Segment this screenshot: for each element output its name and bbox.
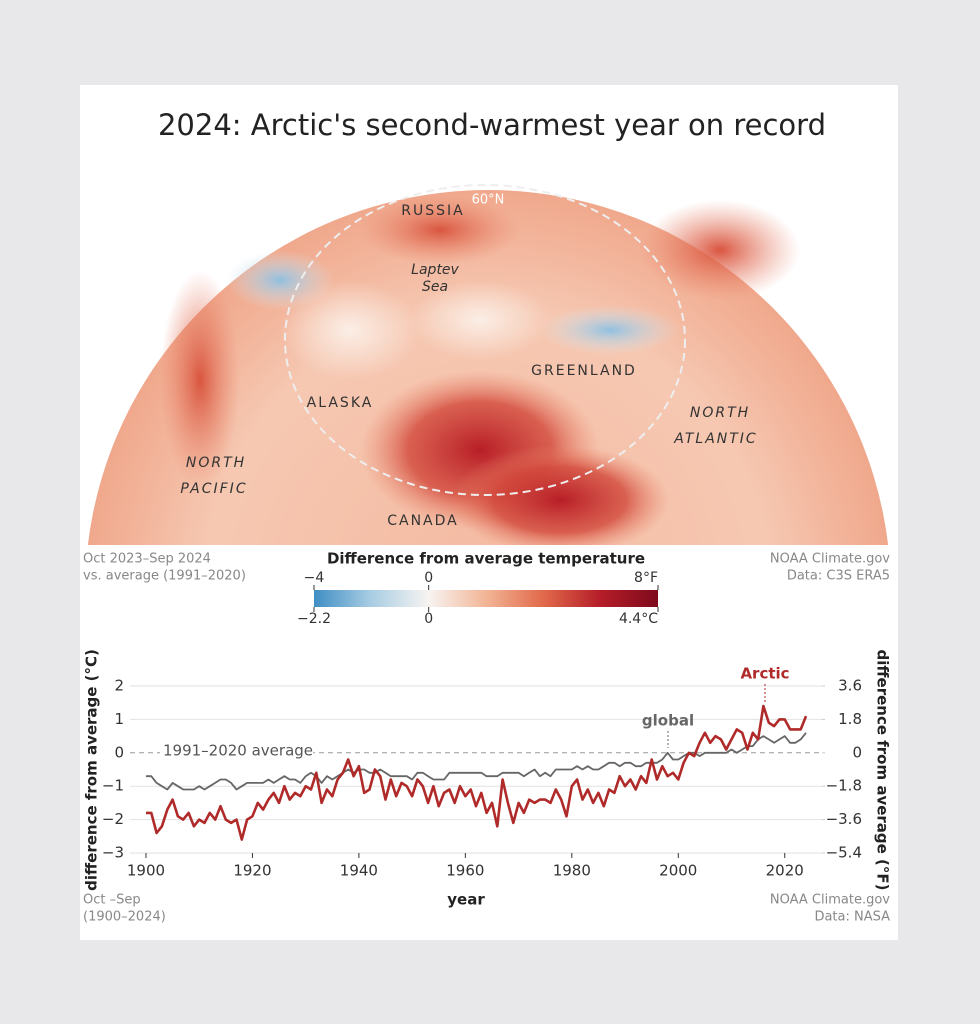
chart-note: Oct –Sep <box>83 893 141 908</box>
x-tick-label: 1920 <box>233 862 271 880</box>
map-note: vs. average (1991–2020) <box>83 569 246 584</box>
chart-note: Data: NASA <box>814 910 890 925</box>
x-tick-label: 1900 <box>127 862 165 880</box>
map-label: CANADA <box>387 513 459 529</box>
colorbar-tick-label: −2.2 <box>297 611 331 627</box>
y-tick-label: 0 <box>114 743 124 761</box>
map-label: ALASKA <box>307 395 374 411</box>
y-tick-label: 2 <box>114 677 124 695</box>
map <box>87 184 889 545</box>
map-note: NOAA Climate.gov <box>770 552 890 567</box>
map-note: Oct 2023–Sep 2024 <box>83 552 211 567</box>
x-tick-label: 1960 <box>446 862 484 880</box>
annotation-bg <box>160 742 313 760</box>
y2-axis-title: difference from average (°F) <box>874 649 892 890</box>
y2-tick-label: −3.6 <box>826 810 862 828</box>
y-tick-label: 1 <box>114 710 124 728</box>
title: 2024: Arctic's second-warmest year on re… <box>158 108 826 142</box>
series-label: global <box>642 712 694 730</box>
y2-tick-label: −1.8 <box>826 777 862 795</box>
y-tick-label: −1 <box>102 777 124 795</box>
series-line <box>146 704 808 841</box>
map-note: Data: C3S ERA5 <box>787 569 890 584</box>
colorbar-tick-label: 0 <box>424 570 433 586</box>
colorbar-tick-label: −4 <box>304 570 325 586</box>
colorbar-tick-label: 8°F <box>634 570 658 586</box>
colorbar-tick-label: 4.4°C <box>619 611 658 627</box>
colorbar <box>314 590 658 607</box>
y-axis-title: difference from average (°C) <box>83 649 101 891</box>
map-label: Laptev <box>411 262 459 278</box>
map-label: GREENLAND <box>531 363 637 379</box>
map-label: ATLANTIC <box>673 431 757 447</box>
map-label: NORTH <box>690 405 750 421</box>
colorbar-tick-label: 0 <box>424 611 433 627</box>
x-tick-label: 2000 <box>659 862 697 880</box>
map-label: RUSSIA <box>401 203 464 219</box>
y-tick-label: −2 <box>102 810 124 828</box>
map-label: NORTH <box>186 455 246 471</box>
y2-tick-label: 1.8 <box>838 710 862 728</box>
series-label: Arctic <box>740 665 789 683</box>
x-tick-label: 1940 <box>340 862 378 880</box>
colorbar-title: Difference from average temperature <box>327 550 645 568</box>
map-labels: RUSSIA 60°N Laptev Sea GREENLAND ALASKA … <box>180 193 757 530</box>
chart-note: NOAA Climate.gov <box>770 893 890 908</box>
annotation: 1991–2020 average <box>163 742 313 760</box>
x-tick-label: 2020 <box>766 862 804 880</box>
x-axis-title: year <box>447 891 485 909</box>
y-tick-label: −3 <box>102 844 124 862</box>
map-label: Sea <box>422 279 448 295</box>
map-label: PACIFIC <box>180 481 247 497</box>
chart-note: (1900–2024) <box>83 910 166 925</box>
line-chart: −3 −2 −1 0 1 2 −5.4 −3.6 −1.8 0 1.8 3.6 1900 1920 1940… <box>83 649 892 924</box>
y2-tick-label: 3.6 <box>838 677 862 695</box>
y2-tick-label: 0 <box>852 743 862 761</box>
x-tick-label: 1980 <box>553 862 591 880</box>
y2-tick-label: −5.4 <box>826 844 862 862</box>
map-label: 60°N <box>472 193 505 208</box>
